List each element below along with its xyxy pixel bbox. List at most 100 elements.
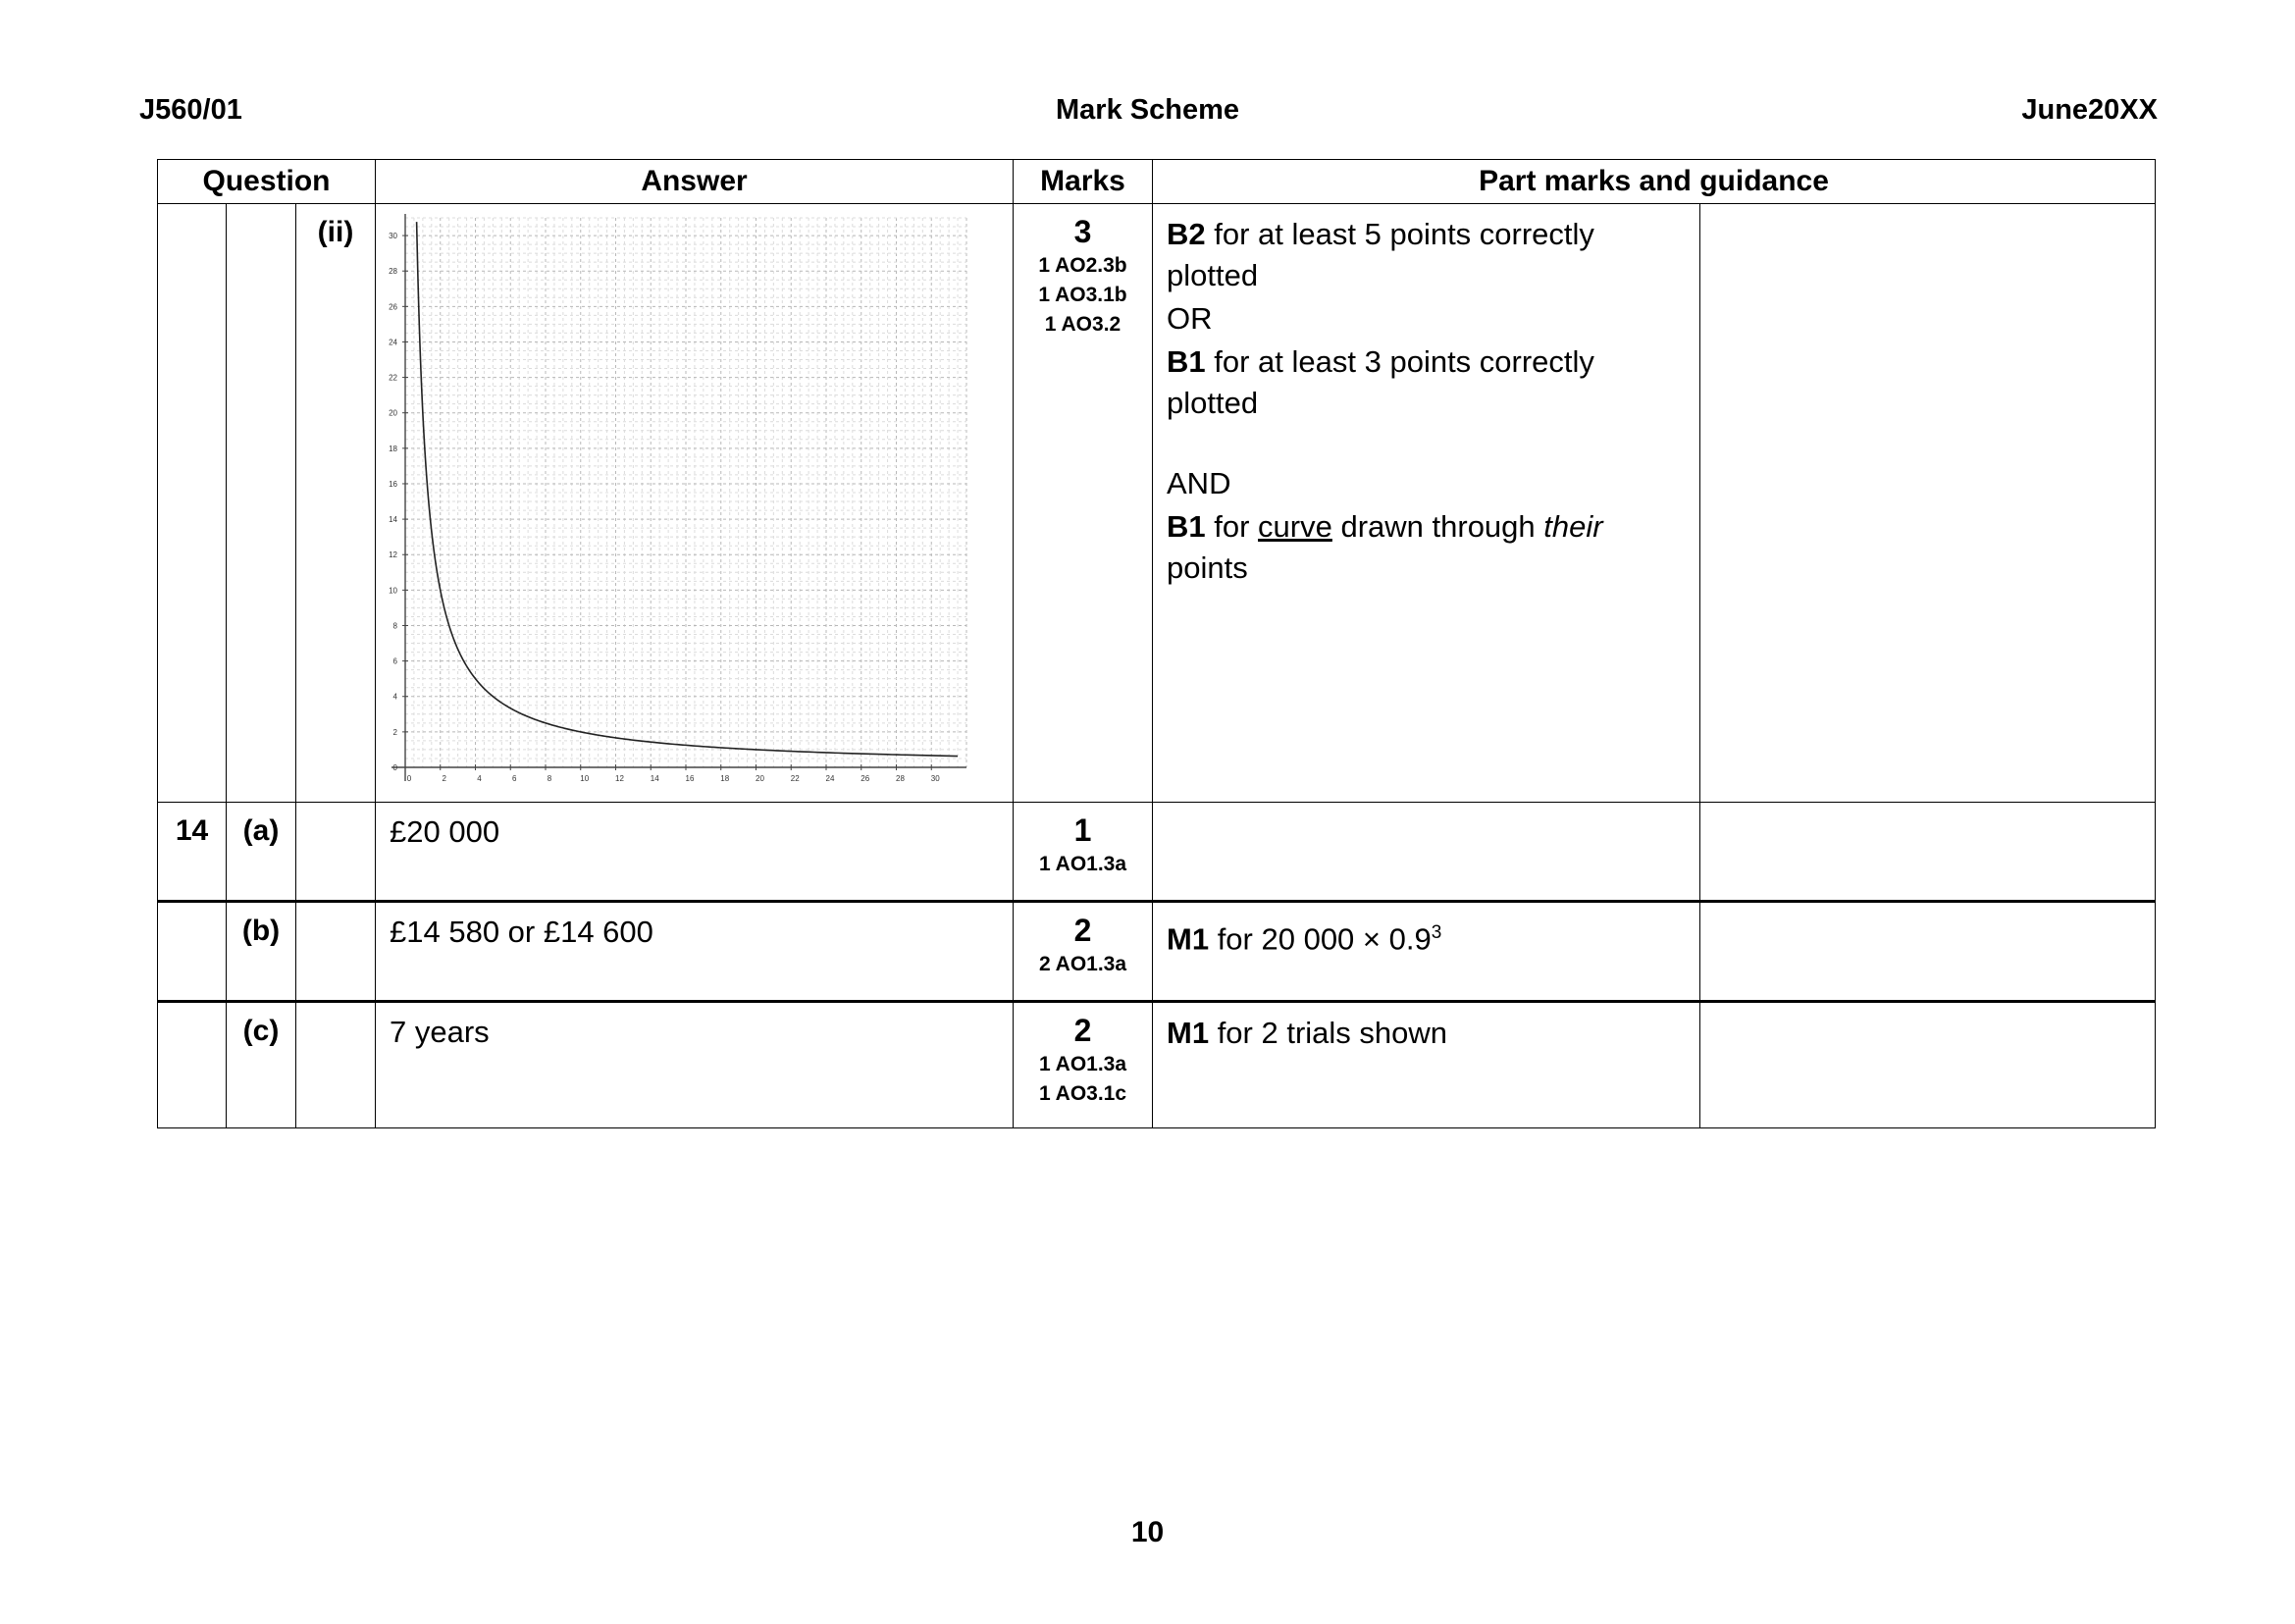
mark-scheme-table: Question Answer Marks Part marks and gui… bbox=[157, 159, 2157, 1128]
mark-code: M1 bbox=[1167, 921, 1210, 957]
table-header-row: Question Answer Marks Part marks and gui… bbox=[157, 159, 2157, 204]
guidance-text: for bbox=[1205, 509, 1259, 544]
question-part: (b) bbox=[226, 901, 296, 1003]
y-tick-label: 12 bbox=[389, 550, 397, 559]
exam-session: June20XX bbox=[2021, 94, 2158, 126]
answer-text: £20 000 bbox=[375, 802, 1014, 903]
marks-value: 3 bbox=[1073, 214, 1092, 249]
y-tick-label: 0 bbox=[393, 763, 398, 772]
question-number: 14 bbox=[157, 802, 227, 903]
y-tick-label: 30 bbox=[389, 232, 397, 240]
mark-code: B1 bbox=[1167, 509, 1206, 544]
question-subpart-cell bbox=[295, 901, 376, 1003]
guidance-cell: M1 for 2 trials shown bbox=[1152, 1001, 1700, 1128]
document-code: J560/01 bbox=[139, 94, 242, 126]
y-tick-label: 2 bbox=[393, 728, 398, 737]
reciprocal-curve bbox=[415, 222, 959, 758]
x-tick-label: 2 bbox=[443, 774, 447, 783]
question-subpart: (ii) bbox=[295, 203, 376, 803]
comments-cell bbox=[1698, 1001, 2157, 1128]
y-tick-label: 28 bbox=[389, 267, 397, 276]
guidance-text: for at least 3 points correctly plotted bbox=[1167, 344, 1594, 420]
guidance-cell: B2 for at least 5 points correctly plott… bbox=[1152, 203, 1700, 803]
guidance-cell: M1 for 20 000 × 0.93 bbox=[1152, 901, 1700, 1003]
guidance-underlined: curve bbox=[1258, 509, 1332, 544]
guidance-line: B2 for at least 5 points correctly plott… bbox=[1167, 214, 1686, 296]
x-tick-label: 14 bbox=[651, 774, 659, 783]
marks-cell: 3 1 AO2.3b 1 AO3.1b 1 AO3.2 bbox=[1013, 203, 1153, 803]
x-tick-label: 0 bbox=[407, 774, 412, 783]
answer-text: £14 580 or £14 600 bbox=[375, 901, 1014, 1003]
comments-cell bbox=[1698, 203, 2157, 803]
marks-cell: 2 2 AO1.3a bbox=[1013, 901, 1153, 1003]
x-tick-label: 16 bbox=[686, 774, 695, 783]
comments-cell bbox=[1698, 901, 2157, 1003]
question-number-cell bbox=[157, 901, 227, 1003]
x-tick-label: 18 bbox=[720, 774, 729, 783]
x-tick-label: 30 bbox=[931, 774, 940, 783]
guidance-or: OR bbox=[1167, 301, 1213, 336]
y-tick-label: 22 bbox=[389, 374, 397, 383]
answer-header: Answer bbox=[375, 159, 1014, 204]
y-tick-label: 8 bbox=[393, 621, 398, 630]
marks-value: 2 bbox=[1073, 913, 1092, 948]
y-tick-label: 24 bbox=[389, 338, 397, 346]
y-tick-label: 18 bbox=[389, 445, 397, 453]
x-tick-label: 12 bbox=[615, 774, 624, 783]
x-tick-label: 28 bbox=[896, 774, 905, 783]
question-subpart-cell bbox=[295, 802, 376, 903]
guidance-and: AND bbox=[1167, 466, 1231, 500]
ao-code: 1 AO1.3a bbox=[1038, 853, 1127, 875]
x-tick-label: 4 bbox=[477, 774, 482, 783]
question-header: Question bbox=[157, 159, 376, 204]
ao-code: 2 AO1.3a bbox=[1038, 953, 1127, 975]
answer-graph: 0 2 4 6 8 10 12 14 16 18 20 22 24 26 28 30 024681012141… bbox=[389, 214, 967, 783]
y-tick-label: 10 bbox=[389, 586, 397, 595]
marks-cell: 2 1 AO1.3a 1 AO3.1c bbox=[1013, 1001, 1153, 1128]
guidance-italic: their bbox=[1543, 509, 1603, 544]
marks-cell: 1 1 AO1.3a bbox=[1013, 802, 1153, 903]
x-tick-label: 24 bbox=[826, 774, 835, 783]
y-tick-label: 14 bbox=[389, 515, 397, 524]
guidance-text: for at least 5 points correctly plotted bbox=[1167, 217, 1594, 292]
table-row: (b) £14 580 or £14 600 2 2 AO1.3a M1 for… bbox=[157, 901, 2157, 1003]
question-part: (a) bbox=[226, 802, 296, 903]
guidance-header: Part marks and guidance bbox=[1151, 159, 2157, 204]
table-row: 14 (a) £20 000 1 1 AO1.3a bbox=[157, 802, 2157, 903]
ao-code: 1 AO3.1c bbox=[1038, 1082, 1127, 1105]
guidance-text: points bbox=[1167, 550, 1248, 585]
guidance-line: B1 for curve drawn through their points bbox=[1167, 506, 1686, 589]
ao-code: 1 AO3.2 bbox=[1044, 313, 1121, 336]
table-row: (ii) 0 2 4 6 8 10 12 14 16 18 20 22 24 26 28 30 0 2 4 6 8 10… bbox=[157, 203, 2157, 803]
question-number-cell bbox=[157, 1001, 227, 1128]
y-tick-label: 4 bbox=[393, 693, 398, 702]
ao-code: 1 AO3.1b bbox=[1038, 284, 1127, 306]
ao-code: 1 AO1.3a bbox=[1038, 1053, 1127, 1075]
mark-code: M1 bbox=[1167, 1016, 1210, 1050]
question-part-cell bbox=[226, 203, 296, 803]
y-tick-label: 26 bbox=[389, 302, 397, 311]
y-tick-label: 16 bbox=[389, 480, 397, 489]
x-tick-label: 22 bbox=[791, 774, 800, 783]
answer-text: 7 years bbox=[375, 1001, 1014, 1128]
table-row: (c) 7 years 2 1 AO1.3a 1 AO3.1c M1 for 2… bbox=[157, 1001, 2157, 1128]
document-title: Mark Scheme bbox=[1056, 94, 1239, 126]
y-tick-label: 6 bbox=[393, 657, 398, 666]
x-tick-label: 6 bbox=[512, 774, 517, 783]
guidance-text: for 20 000 × 0.9 bbox=[1209, 921, 1432, 957]
question-subpart-cell bbox=[295, 1001, 376, 1128]
guidance-text: for 2 trials shown bbox=[1209, 1016, 1448, 1050]
question-number-cell bbox=[157, 203, 227, 803]
comments-cell bbox=[1698, 802, 2157, 903]
x-tick-label: 8 bbox=[548, 774, 552, 783]
answer-graph-cell: 0 2 4 6 8 10 12 14 16 18 20 22 24 26 28 30 0 2 4 6 8 10 12 14 1… bbox=[375, 203, 1014, 803]
x-tick-label: 26 bbox=[861, 774, 869, 783]
page-number: 10 bbox=[1130, 1516, 1165, 1548]
guidance-exponent: 3 bbox=[1431, 922, 1442, 943]
x-tick-label: 10 bbox=[580, 774, 589, 783]
y-tick-label: 20 bbox=[389, 409, 397, 418]
mark-code: B2 bbox=[1167, 217, 1206, 251]
question-part: (c) bbox=[226, 1001, 296, 1128]
guidance-text: drawn through bbox=[1331, 509, 1544, 544]
marks-value: 1 bbox=[1073, 812, 1092, 848]
